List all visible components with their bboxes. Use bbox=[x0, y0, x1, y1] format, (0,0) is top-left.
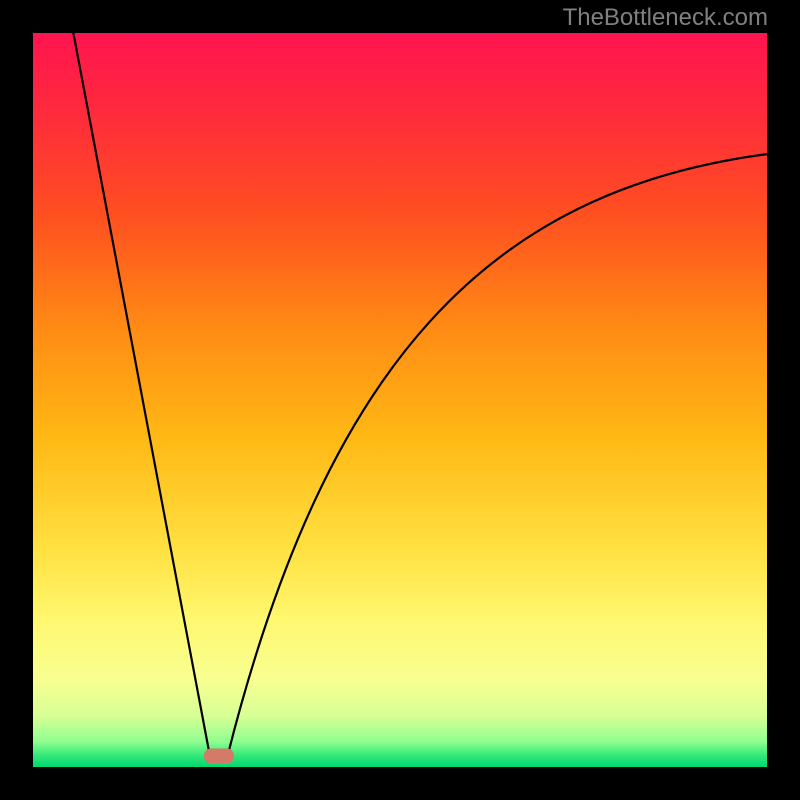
curve-path bbox=[73, 33, 767, 758]
valley-marker bbox=[204, 748, 234, 763]
plot-area bbox=[33, 33, 767, 767]
bottleneck-curve bbox=[33, 33, 767, 767]
chart-container: TheBottleneck.com bbox=[0, 0, 800, 800]
watermark-text: TheBottleneck.com bbox=[563, 4, 768, 32]
